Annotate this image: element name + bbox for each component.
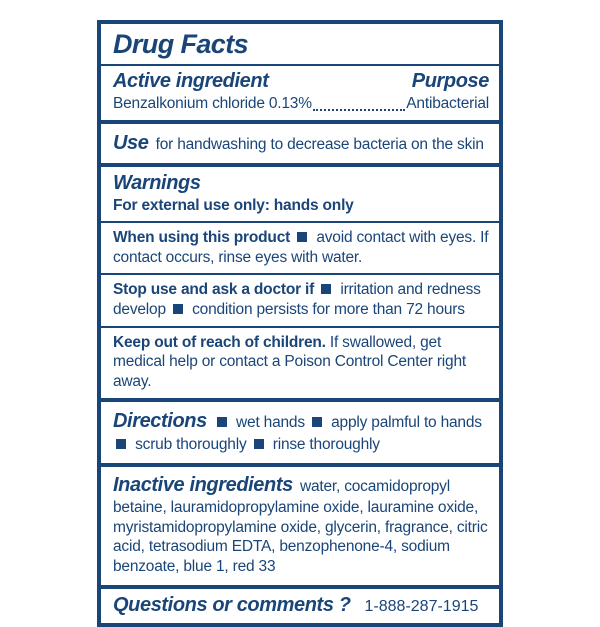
divider-thick	[101, 162, 499, 167]
bullet-square-icon	[321, 284, 332, 295]
divider-thin	[101, 325, 499, 328]
divider-thin	[101, 220, 499, 223]
questions-section: Questions or comments ? 1-888-287-1915	[101, 589, 499, 623]
active-ingredient-section: Active ingredient Purpose Benzalkonium c…	[101, 66, 499, 120]
keep-out-section: Keep out of reach of children. If swallo…	[101, 328, 499, 398]
stop-use-item: irritation and redness develop	[113, 281, 481, 318]
active-ingredient-name: Benzalkonium chloride 0.13%	[113, 94, 312, 112]
phone-number: 1-888-287-1915	[364, 597, 479, 615]
stop-use-label: Stop use and ask a doctor if	[113, 281, 315, 299]
warnings-heading: Warnings	[113, 171, 201, 194]
bullet-square-icon	[297, 231, 308, 242]
stop-use-section: Stop use and ask a doctor if irritation …	[101, 275, 499, 325]
active-ingredient-heading: Active ingredient	[113, 69, 269, 92]
directions-item: rinse thoroughly	[272, 435, 380, 453]
use-heading: Use	[113, 131, 149, 154]
bullet-square-icon	[312, 416, 322, 427]
divider-thick	[101, 397, 499, 402]
directions-section: Directions wet hands apply palmful to ha…	[101, 402, 499, 463]
drug-facts-title: Drug Facts	[113, 29, 249, 59]
title-section: Drug Facts	[101, 24, 499, 64]
use-text: for handwashing to decrease bacteria on …	[155, 135, 484, 153]
when-using-label: When using this product	[113, 228, 291, 246]
bullet-square-icon	[116, 438, 126, 449]
drug-facts-label: Drug Facts Active ingredient Purpose Ben…	[97, 20, 503, 627]
divider-thin	[101, 273, 499, 276]
bullet-square-icon	[253, 438, 264, 449]
external-use-text: For external use only: hands only	[113, 196, 354, 214]
stop-use-item: condition persists for more than 72 hour…	[192, 300, 465, 318]
directions-item: scrub thoroughly	[135, 435, 247, 453]
use-section: Use for handwashing to decrease bacteria…	[101, 124, 499, 163]
questions-heading: Questions or comments ?	[113, 593, 351, 616]
divider-thin	[101, 63, 499, 66]
bullet-square-icon	[216, 416, 227, 427]
when-using-text: avoid contact with eyes. If contact occu…	[113, 228, 489, 266]
divider-thick	[101, 462, 499, 467]
keep-out-text: If swallowed, get medical help or contac…	[113, 333, 466, 390]
divider-thick	[101, 584, 499, 589]
dotted-leader	[312, 108, 406, 111]
directions-heading: Directions	[113, 409, 207, 432]
warnings-heading-section: Warnings For external use only: hands on…	[101, 167, 499, 221]
keep-out-label: Keep out of reach of children.	[113, 333, 326, 351]
divider-thick	[101, 119, 499, 124]
active-ingredient-purpose: Antibacterial	[406, 94, 489, 112]
inactive-ingredients-text: water, cocamidopropyl betaine, lauramido…	[113, 477, 488, 575]
when-using-section: When using this product avoid contact wi…	[101, 223, 499, 273]
inactive-ingredients-heading: Inactive ingredients	[113, 473, 293, 496]
purpose-heading: Purpose	[411, 69, 490, 92]
directions-item: wet hands	[236, 413, 305, 431]
inactive-ingredients-section: Inactive ingredients water, cocamidoprop…	[101, 467, 499, 585]
directions-item: apply palmful to hands	[331, 413, 482, 431]
bullet-square-icon	[173, 303, 184, 314]
